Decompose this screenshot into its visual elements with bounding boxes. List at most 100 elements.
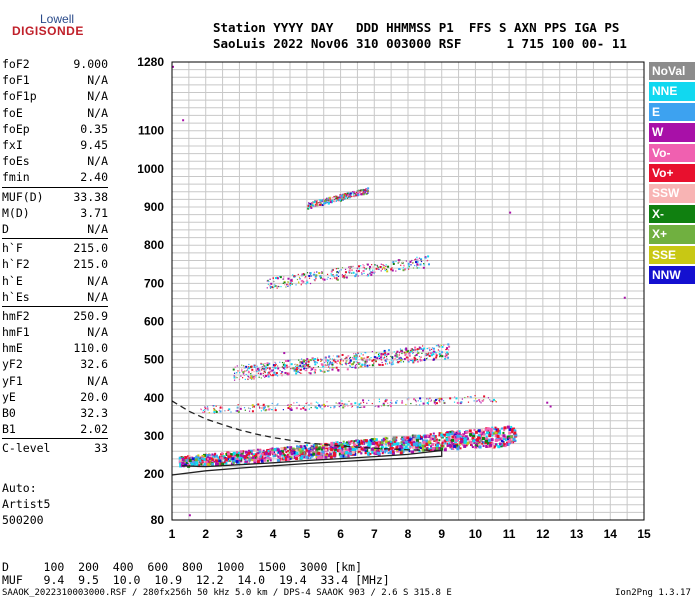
echo-point — [381, 363, 384, 366]
echo-point — [202, 462, 205, 465]
echo-point — [235, 410, 237, 412]
echo-point — [309, 272, 311, 274]
echo-point — [258, 368, 261, 370]
echo-point — [262, 372, 264, 374]
echo-point — [220, 456, 224, 460]
echo-point — [382, 437, 385, 440]
echo-point — [315, 450, 319, 454]
echo-point — [355, 194, 357, 196]
echo-point — [268, 367, 271, 370]
echo-point — [188, 458, 192, 462]
echo-point — [485, 435, 488, 438]
echo-point — [494, 438, 498, 442]
echo-point — [355, 354, 358, 357]
echo-point — [274, 364, 277, 367]
echo-point — [333, 198, 336, 200]
echo-point — [480, 431, 483, 434]
echo-point — [340, 269, 342, 271]
echo-point — [463, 438, 467, 442]
echo-point — [281, 371, 283, 374]
echo-point — [253, 458, 257, 462]
echo-point — [489, 441, 493, 445]
echo-point — [272, 454, 276, 458]
echo-point — [326, 201, 328, 204]
echo-point — [273, 371, 276, 374]
echo-point — [258, 369, 261, 372]
echo-point — [282, 367, 285, 370]
echo-point — [254, 365, 256, 368]
echo-point — [240, 375, 242, 377]
echo-point — [369, 364, 371, 366]
echo-point — [317, 447, 321, 451]
echo-point — [435, 353, 437, 355]
echo-point — [253, 370, 255, 373]
echo-point — [419, 263, 422, 266]
echo-point — [296, 447, 300, 451]
x-tick-label: 1 — [169, 527, 176, 541]
echo-point — [336, 445, 339, 448]
echo-point — [392, 363, 395, 365]
echo-point — [414, 261, 417, 264]
echo-point — [257, 369, 259, 371]
echo-point — [240, 405, 242, 407]
echo-point — [330, 273, 332, 275]
echo-point — [301, 447, 305, 451]
echo-point — [445, 348, 447, 351]
echo-point — [326, 278, 328, 280]
echo-point — [435, 352, 437, 354]
echo-point — [247, 451, 251, 455]
echo-point — [271, 369, 274, 372]
echo-point — [310, 452, 314, 456]
echo-point — [328, 366, 330, 368]
echo-point — [332, 274, 334, 276]
echo-point — [325, 366, 327, 368]
echo-point — [417, 258, 419, 260]
echo-point — [396, 358, 399, 361]
echo-point — [330, 447, 334, 451]
echo-point — [372, 442, 376, 446]
echo-point — [355, 191, 358, 194]
echo-point — [351, 196, 353, 198]
echo-point — [469, 433, 473, 437]
echo-point — [411, 439, 414, 442]
param-row: fxI 9.45 — [2, 137, 108, 153]
echo-point — [400, 441, 403, 444]
echo-point — [338, 270, 341, 272]
echo-point — [227, 452, 231, 456]
echo-point — [479, 438, 483, 442]
echo-point — [405, 350, 408, 353]
echo-point — [309, 282, 312, 285]
echo-point — [431, 347, 434, 349]
echo-point — [362, 269, 365, 272]
echo-point — [438, 345, 441, 348]
echo-point — [402, 269, 405, 272]
echo-point — [393, 358, 396, 361]
echo-point — [397, 262, 399, 264]
echo-point — [259, 455, 262, 458]
echo-point — [348, 355, 350, 357]
echo-point — [296, 366, 299, 369]
echo-point — [184, 456, 188, 460]
echo-point — [423, 358, 426, 360]
echo-point — [474, 430, 478, 434]
echo-point — [348, 269, 351, 272]
echo-point — [253, 453, 256, 456]
echo-point — [391, 267, 393, 269]
echo-point — [223, 461, 226, 464]
echo-point — [195, 461, 199, 465]
echo-point — [279, 451, 283, 455]
echo-point — [321, 364, 324, 367]
echo-point — [310, 402, 313, 405]
echo-point — [341, 197, 344, 200]
echo-point — [363, 406, 365, 408]
echo-point — [310, 273, 312, 275]
echo-point — [452, 447, 455, 450]
echo-point — [332, 452, 336, 456]
echo-point — [254, 375, 256, 377]
echo-point — [288, 404, 290, 406]
echo-point — [471, 437, 475, 441]
echo-point — [494, 426, 497, 429]
echo-point — [345, 363, 347, 365]
echo-point — [460, 440, 464, 444]
echo-point — [308, 277, 311, 279]
